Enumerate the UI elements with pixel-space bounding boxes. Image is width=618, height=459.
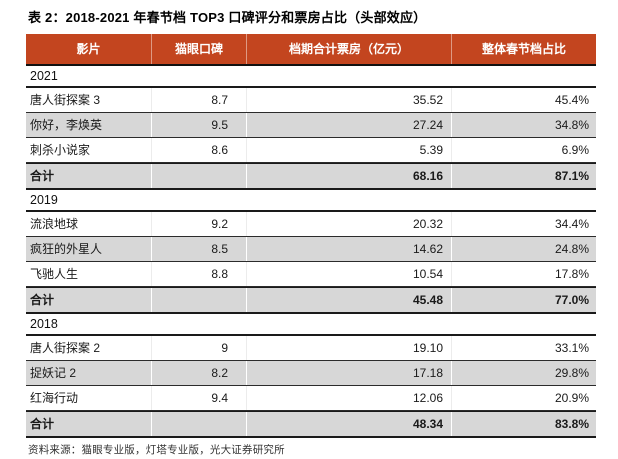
table-title: 表 2：2018-2021 年春节档 TOP3 口碑评分和票房占比（头部效应） bbox=[28, 10, 427, 25]
box-office-cell: 17.18 bbox=[246, 361, 451, 385]
year-row: 2019 bbox=[26, 190, 596, 212]
box-office-cell: 27.24 bbox=[246, 113, 451, 137]
rating-cell: 9.2 bbox=[151, 212, 246, 236]
share-cell: 29.8% bbox=[451, 361, 596, 385]
film-cell: 捉妖记 2 bbox=[30, 366, 77, 380]
box-office-cell: 45.48 bbox=[246, 288, 451, 312]
rating-cell bbox=[151, 164, 246, 188]
film-cell: 你好，李焕英 bbox=[30, 118, 103, 132]
movie-row: 流浪地球 9.2 20.32 34.4% bbox=[26, 212, 596, 237]
column-header-film: 影片 bbox=[76, 42, 101, 56]
movie-row: 捉妖记 2 8.2 17.18 29.8% bbox=[26, 361, 596, 386]
film-cell: 唐人街探案 3 bbox=[30, 93, 101, 107]
year-label: 2019 bbox=[30, 193, 58, 207]
data-table: 影片 猫眼口碑 档期合计票房（亿元） 整体春节档占比 2021 唐人街探案 3 8.… bbox=[26, 34, 596, 438]
total-row: 合计 45.48 77.0% bbox=[26, 287, 596, 314]
share-cell: 34.4% bbox=[451, 212, 596, 236]
movie-row: 唐人街探案 2 9 19.10 33.1% bbox=[26, 336, 596, 361]
film-cell: 红海行动 bbox=[30, 391, 79, 405]
share-cell: 24.8% bbox=[451, 237, 596, 261]
film-cell: 合计 bbox=[30, 169, 55, 183]
share-cell: 45.4% bbox=[451, 88, 596, 112]
box-office-cell: 10.54 bbox=[246, 262, 451, 286]
film-cell: 唐人街探案 2 bbox=[30, 341, 101, 355]
movie-row: 唐人街探案 3 8.7 35.52 45.4% bbox=[26, 88, 596, 113]
box-office-cell: 20.32 bbox=[246, 212, 451, 236]
film-cell: 合计 bbox=[30, 417, 55, 431]
movie-row: 飞驰人生 8.8 10.54 17.8% bbox=[26, 262, 596, 287]
rating-cell: 8.6 bbox=[151, 138, 246, 162]
table-header-row: 影片 猫眼口碑 档期合计票房（亿元） 整体春节档占比 bbox=[26, 34, 596, 66]
box-office-cell: 14.62 bbox=[246, 237, 451, 261]
column-header-boxoffice: 档期合计票房（亿元） bbox=[246, 34, 451, 64]
share-cell: 33.1% bbox=[451, 336, 596, 360]
movie-row: 你好，李焕英 9.5 27.24 34.8% bbox=[26, 113, 596, 138]
rating-cell: 9.4 bbox=[151, 386, 246, 410]
rating-cell: 8.8 bbox=[151, 262, 246, 286]
table-body: 2021 唐人街探案 3 8.7 35.52 45.4% 你好，李焕英 9.5 27.24 34… bbox=[26, 66, 596, 438]
share-cell: 77.0% bbox=[451, 288, 596, 312]
share-cell: 6.9% bbox=[451, 138, 596, 162]
column-header-rating: 猫眼口碑 bbox=[151, 34, 246, 64]
rating-cell: 8.7 bbox=[151, 88, 246, 112]
movie-row: 刺杀小说家 8.6 5.39 6.9% bbox=[26, 138, 596, 163]
column-header-share: 整体春节档占比 bbox=[451, 34, 596, 64]
film-cell: 疯狂的外星人 bbox=[30, 242, 103, 256]
year-row: 2018 bbox=[26, 314, 596, 336]
box-office-cell: 48.34 bbox=[246, 412, 451, 436]
share-cell: 20.9% bbox=[451, 386, 596, 410]
film-cell: 合计 bbox=[30, 293, 55, 307]
rating-cell: 8.5 bbox=[151, 237, 246, 261]
share-cell: 83.8% bbox=[451, 412, 596, 436]
year-label: 2021 bbox=[30, 69, 58, 83]
share-cell: 17.8% bbox=[451, 262, 596, 286]
rating-cell bbox=[151, 412, 246, 436]
movie-row: 疯狂的外星人 8.5 14.62 24.8% bbox=[26, 237, 596, 262]
total-row: 合计 68.16 87.1% bbox=[26, 163, 596, 190]
box-office-cell: 68.16 bbox=[246, 164, 451, 188]
film-cell: 飞驰人生 bbox=[30, 267, 79, 281]
movie-row: 红海行动 9.4 12.06 20.9% bbox=[26, 386, 596, 411]
share-cell: 87.1% bbox=[451, 164, 596, 188]
share-cell: 34.8% bbox=[451, 113, 596, 137]
box-office-cell: 12.06 bbox=[246, 386, 451, 410]
rating-cell: 8.2 bbox=[151, 361, 246, 385]
rating-cell: 9.5 bbox=[151, 113, 246, 137]
film-cell: 流浪地球 bbox=[30, 217, 79, 231]
total-row: 合计 48.34 83.8% bbox=[26, 411, 596, 438]
box-office-cell: 19.10 bbox=[246, 336, 451, 360]
source-note: 资料来源：猫眼专业版，灯塔专业版，光大证券研究所 bbox=[28, 444, 285, 456]
box-office-cell: 5.39 bbox=[246, 138, 451, 162]
year-row: 2021 bbox=[26, 66, 596, 88]
rating-cell: 9 bbox=[151, 336, 246, 360]
box-office-cell: 35.52 bbox=[246, 88, 451, 112]
year-label: 2018 bbox=[30, 317, 58, 331]
rating-cell bbox=[151, 288, 246, 312]
film-cell: 刺杀小说家 bbox=[30, 143, 91, 157]
